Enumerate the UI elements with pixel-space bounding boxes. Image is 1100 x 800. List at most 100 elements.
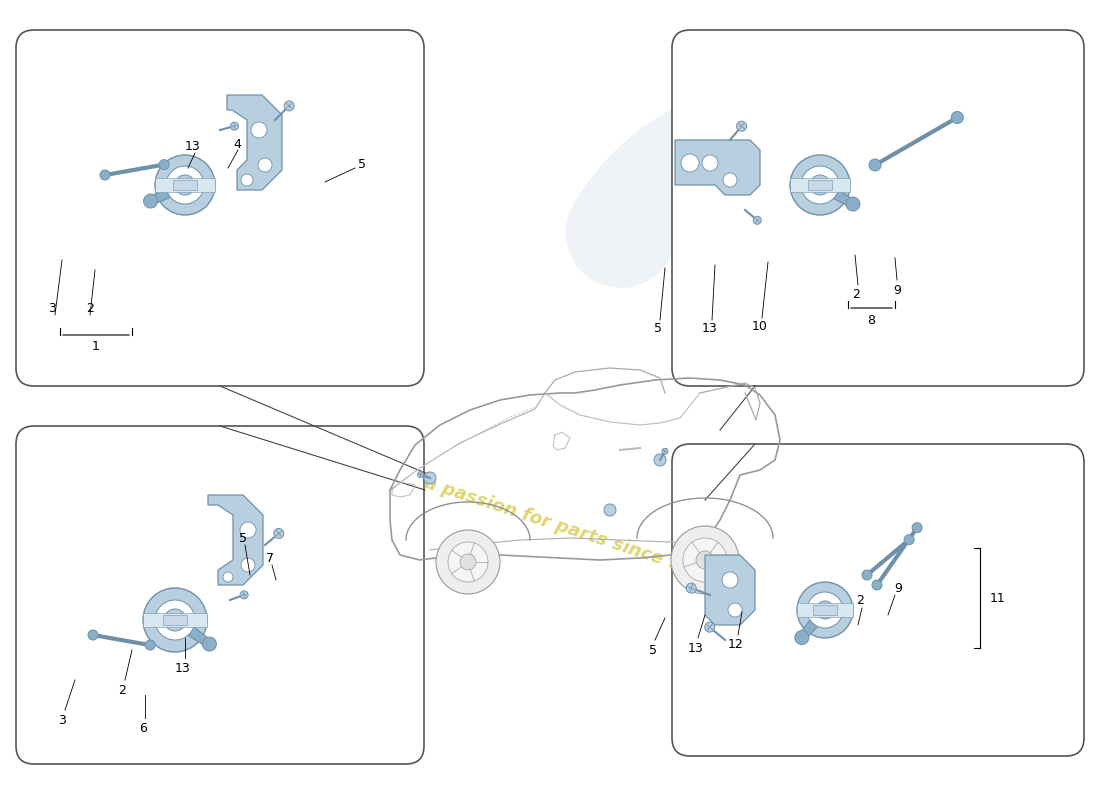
Text: 5: 5 bbox=[649, 643, 657, 657]
Circle shape bbox=[790, 155, 850, 215]
Circle shape bbox=[88, 630, 98, 640]
Text: 13: 13 bbox=[702, 322, 718, 334]
FancyBboxPatch shape bbox=[808, 180, 832, 190]
Circle shape bbox=[846, 197, 860, 211]
Text: 13: 13 bbox=[689, 642, 704, 654]
Circle shape bbox=[654, 454, 666, 466]
Circle shape bbox=[662, 448, 668, 454]
FancyBboxPatch shape bbox=[672, 444, 1084, 756]
Text: 3: 3 bbox=[58, 714, 66, 726]
Circle shape bbox=[251, 122, 267, 138]
Text: 8: 8 bbox=[867, 314, 875, 326]
FancyBboxPatch shape bbox=[798, 603, 852, 617]
Circle shape bbox=[810, 175, 830, 195]
Text: 5: 5 bbox=[239, 531, 248, 545]
Circle shape bbox=[912, 522, 922, 533]
Circle shape bbox=[100, 170, 110, 180]
FancyBboxPatch shape bbox=[155, 178, 214, 192]
Circle shape bbox=[240, 522, 256, 538]
Circle shape bbox=[816, 601, 834, 619]
Polygon shape bbox=[208, 495, 263, 585]
Polygon shape bbox=[817, 180, 855, 207]
Circle shape bbox=[460, 554, 476, 570]
Circle shape bbox=[705, 622, 715, 632]
Text: 9: 9 bbox=[893, 283, 901, 297]
Circle shape bbox=[164, 609, 186, 631]
Circle shape bbox=[418, 471, 424, 478]
Circle shape bbox=[807, 592, 843, 628]
Circle shape bbox=[202, 637, 217, 651]
Text: 5: 5 bbox=[654, 322, 662, 334]
Circle shape bbox=[728, 603, 743, 617]
Text: 2: 2 bbox=[852, 289, 860, 302]
Circle shape bbox=[737, 122, 747, 131]
Circle shape bbox=[155, 600, 195, 640]
Circle shape bbox=[258, 158, 272, 172]
Text: a passion for parts since 1985: a passion for parts since 1985 bbox=[421, 474, 718, 586]
FancyBboxPatch shape bbox=[790, 178, 850, 192]
Polygon shape bbox=[799, 606, 829, 640]
Text: 10: 10 bbox=[752, 319, 768, 333]
Circle shape bbox=[904, 534, 914, 545]
Circle shape bbox=[241, 174, 253, 186]
Circle shape bbox=[436, 530, 500, 594]
Circle shape bbox=[872, 580, 882, 590]
Polygon shape bbox=[148, 179, 187, 205]
FancyBboxPatch shape bbox=[16, 426, 424, 764]
Circle shape bbox=[604, 504, 616, 516]
Circle shape bbox=[223, 572, 233, 582]
Circle shape bbox=[795, 630, 808, 645]
Circle shape bbox=[862, 570, 872, 580]
FancyBboxPatch shape bbox=[163, 615, 187, 625]
FancyBboxPatch shape bbox=[143, 613, 207, 627]
Text: 7: 7 bbox=[266, 551, 274, 565]
Circle shape bbox=[241, 558, 255, 572]
Circle shape bbox=[231, 122, 239, 130]
Circle shape bbox=[145, 640, 155, 650]
Text: 6: 6 bbox=[139, 722, 147, 734]
Polygon shape bbox=[705, 555, 755, 625]
Polygon shape bbox=[227, 95, 282, 190]
Circle shape bbox=[143, 588, 207, 652]
Text: 12: 12 bbox=[728, 638, 744, 651]
Text: 13: 13 bbox=[185, 141, 201, 154]
Circle shape bbox=[166, 166, 204, 204]
Circle shape bbox=[240, 591, 249, 599]
FancyBboxPatch shape bbox=[672, 30, 1084, 386]
Circle shape bbox=[274, 529, 284, 538]
Text: 2: 2 bbox=[118, 683, 125, 697]
Text: 1985: 1985 bbox=[890, 229, 970, 291]
Circle shape bbox=[175, 175, 195, 195]
FancyBboxPatch shape bbox=[16, 30, 424, 386]
Polygon shape bbox=[172, 615, 211, 647]
Circle shape bbox=[160, 159, 169, 170]
Polygon shape bbox=[675, 140, 760, 195]
Text: 1: 1 bbox=[92, 339, 100, 353]
Circle shape bbox=[681, 154, 698, 172]
Circle shape bbox=[284, 101, 294, 111]
Circle shape bbox=[671, 526, 739, 594]
Circle shape bbox=[702, 155, 718, 171]
FancyBboxPatch shape bbox=[813, 605, 837, 615]
Circle shape bbox=[696, 551, 714, 569]
Circle shape bbox=[869, 159, 881, 171]
Circle shape bbox=[952, 111, 964, 123]
Circle shape bbox=[801, 166, 839, 204]
Circle shape bbox=[754, 216, 761, 224]
Text: 11: 11 bbox=[990, 591, 1005, 605]
FancyBboxPatch shape bbox=[173, 180, 197, 190]
Circle shape bbox=[723, 173, 737, 187]
Circle shape bbox=[155, 155, 214, 215]
Text: 3: 3 bbox=[48, 302, 56, 315]
Circle shape bbox=[144, 194, 157, 208]
Text: JIMPARTS: JIMPARTS bbox=[833, 167, 987, 273]
Text: 2: 2 bbox=[86, 302, 94, 315]
Text: 13: 13 bbox=[175, 662, 191, 674]
Circle shape bbox=[424, 472, 436, 484]
Circle shape bbox=[686, 583, 696, 593]
Circle shape bbox=[722, 572, 738, 588]
Circle shape bbox=[798, 582, 852, 638]
Circle shape bbox=[448, 542, 488, 582]
Text: 9: 9 bbox=[894, 582, 902, 594]
Circle shape bbox=[683, 538, 727, 582]
